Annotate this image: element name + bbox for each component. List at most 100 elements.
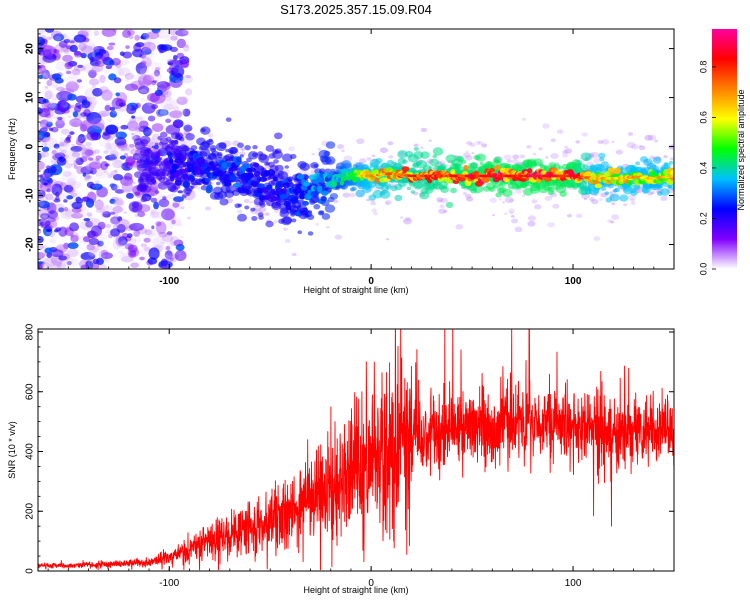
noise-blob: [43, 169, 48, 172]
noise-blob: [91, 118, 104, 130]
noise-blob: [463, 152, 470, 157]
noise-blob: [522, 118, 526, 121]
ridge-core: [169, 158, 173, 164]
noise-blob: [124, 211, 128, 214]
noise-blob: [74, 65, 86, 71]
noise-blob: [73, 111, 78, 117]
ridge-halo: [258, 215, 264, 220]
noise-blob: [35, 142, 42, 149]
noise-blob: [113, 132, 120, 137]
noise-blob: [612, 141, 615, 143]
noise-blob: [56, 167, 59, 169]
noise-blob: [429, 140, 432, 142]
ridge-halo: [147, 148, 151, 151]
noise-blob: [663, 155, 667, 158]
noise-blob: [108, 42, 115, 45]
noise-blob: [342, 193, 350, 198]
noise-blob: [44, 117, 53, 124]
noise-blob: [126, 193, 134, 199]
ridge-halo: [669, 161, 673, 165]
noise-blob: [387, 141, 393, 145]
colorbar-tick-label: 0.8: [698, 61, 708, 74]
noise-blob: [63, 211, 69, 216]
noise-blob: [95, 181, 100, 184]
noise-blob: [143, 33, 152, 40]
y-tick-label: 800: [25, 323, 36, 340]
noise-blob: [72, 122, 79, 127]
noise-blob: [99, 75, 106, 83]
ridge-halo: [310, 162, 318, 169]
ridge-core: [401, 166, 409, 171]
noise-blob: [109, 60, 114, 66]
colorbar-tick-label: 0.6: [698, 111, 708, 124]
noise-blob: [110, 159, 116, 162]
noise-blob: [42, 67, 48, 71]
noise-blob: [125, 45, 130, 49]
noise-blob: [117, 126, 122, 130]
noise-blob: [628, 132, 633, 136]
ridge-halo: [140, 136, 151, 145]
y-tick-label: -20: [25, 237, 36, 252]
y-tick-label: 10: [25, 92, 36, 104]
noise-blob: [110, 170, 118, 175]
noise-blob: [140, 98, 146, 102]
noise-blob: [47, 91, 53, 98]
ridge-halo: [191, 145, 197, 150]
noise-blob: [50, 166, 56, 173]
noise-blob: [85, 142, 92, 147]
ridge-core: [254, 171, 261, 177]
ridge-core: [233, 183, 241, 187]
noise-blob: [129, 36, 133, 40]
noise-blob: [113, 199, 124, 206]
ridge-halo: [282, 216, 292, 224]
ridge-halo: [325, 204, 336, 212]
noise-blob: [94, 30, 99, 36]
noise-blob: [125, 148, 130, 151]
colorbar-tick-label: 0.2: [698, 212, 708, 225]
noise-blob: [356, 138, 364, 144]
noise-blob: [49, 128, 53, 131]
noise-blob: [101, 250, 108, 256]
y-tick-label: 400: [25, 443, 36, 460]
noise-blob: [69, 131, 74, 135]
noise-blob: [52, 215, 59, 221]
ridge-halo: [185, 133, 194, 141]
ridge-halo: [493, 157, 501, 164]
noise-blob: [119, 102, 126, 106]
ridge-halo: [429, 159, 439, 167]
ridge-halo: [322, 213, 331, 220]
noise-blob: [283, 227, 288, 230]
noise-blob: [99, 264, 107, 271]
noise-blob: [150, 44, 154, 48]
noise-blob: [92, 52, 96, 57]
noise-blob: [113, 185, 120, 190]
ridge-halo: [160, 132, 168, 138]
noise-blob: [81, 45, 93, 54]
noise-blob: [185, 88, 192, 95]
noise-blob: [373, 212, 378, 216]
noise-blob: [60, 177, 65, 182]
noise-blob: [512, 159, 519, 164]
noise-blob: [89, 238, 100, 245]
noise-blob: [631, 144, 639, 150]
ridge-core: [303, 182, 310, 187]
noise-blob: [141, 57, 152, 67]
noise-blob: [134, 191, 140, 196]
noise-blob: [106, 65, 113, 69]
noise-blob: [49, 238, 56, 243]
noise-blob: [147, 93, 160, 102]
noise-blob: [153, 202, 159, 210]
noise-blob: [133, 43, 141, 52]
noise-blob: [648, 135, 657, 141]
ridge-halo: [250, 208, 255, 212]
noise-blob: [237, 209, 243, 213]
noise-blob: [100, 50, 110, 62]
heatmap-cells: [31, 24, 679, 271]
noise-blob: [576, 214, 582, 218]
noise-blob: [120, 51, 125, 56]
noise-blob: [146, 73, 162, 82]
noise-blob: [124, 179, 132, 185]
noise-blob: [104, 171, 108, 174]
noise-blob: [164, 39, 171, 44]
ridge-core: [259, 177, 267, 182]
